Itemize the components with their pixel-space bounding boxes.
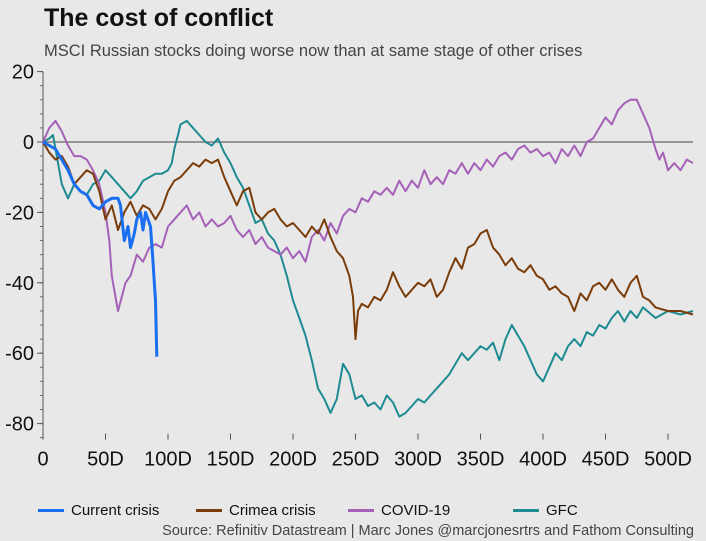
legend-item-covid-19: COVID-19	[348, 502, 513, 519]
y-tick-label: -20	[5, 202, 34, 224]
x-tick-label: 450D	[582, 449, 630, 471]
legend-label: COVID-19	[381, 502, 451, 519]
y-tick-label: 20	[12, 62, 34, 84]
series-line-covid-19	[42, 98, 694, 312]
x-tick-label: 500D	[644, 449, 692, 471]
y-tick-label: 0	[23, 132, 34, 154]
legend-label: Crimea crisis	[229, 502, 316, 519]
x-tick-label: 350D	[457, 449, 505, 471]
legend-swatch	[196, 509, 222, 512]
legend-swatch	[38, 509, 64, 512]
legend: Current crisis Crimea crisis COVID-19 GF…	[38, 502, 578, 519]
legend-item-crimea-crisis: Crimea crisis	[196, 502, 348, 519]
y-tick-label: -60	[5, 343, 34, 365]
series-line-crimea-crisis	[42, 141, 694, 341]
x-tick-label: 50D	[87, 449, 124, 471]
chart-title: The cost of conflict	[44, 4, 274, 32]
legend-item-gfc: GFC	[513, 502, 578, 519]
chart-subtitle: MSCI Russian stocks doing worse now than…	[44, 42, 583, 60]
source-note: Source: Refinitiv Datastream | Marc Jone…	[162, 523, 694, 539]
legend-label: Current crisis	[71, 502, 160, 519]
legend-swatch	[348, 509, 374, 512]
legend-label: GFC	[546, 502, 578, 519]
y-tick-label: -80	[5, 414, 34, 436]
series-line-current-crisis	[42, 140, 159, 357]
x-tick-label: 0	[37, 449, 48, 471]
x-tick-label: 400D	[519, 449, 567, 471]
y-tick-label: -40	[5, 273, 34, 295]
x-tick-label: 250D	[332, 449, 380, 471]
x-tick-label: 150D	[207, 449, 255, 471]
x-tick-label: 300D	[394, 449, 442, 471]
series-line-gfc	[42, 119, 694, 418]
legend-swatch	[513, 509, 539, 512]
legend-item-current-crisis: Current crisis	[38, 502, 188, 519]
x-tick-label: 100D	[144, 449, 192, 471]
x-tick-label: 200D	[269, 449, 317, 471]
